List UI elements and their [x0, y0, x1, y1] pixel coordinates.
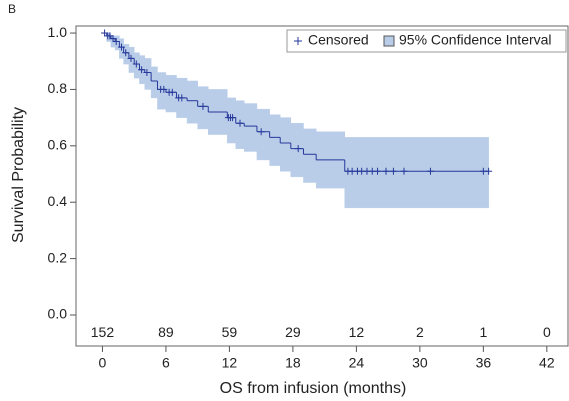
censor-mark	[168, 88, 176, 96]
at-risk-count: 0	[543, 324, 551, 340]
censor-mark	[229, 114, 237, 122]
censor-mark	[127, 54, 135, 62]
censor-mark	[117, 43, 125, 51]
censor-mark	[382, 167, 390, 175]
censor-mark	[132, 60, 140, 68]
x-axis-label: OS from infusion (months)	[220, 380, 407, 397]
legend-censor-symbol	[294, 37, 302, 45]
ci-band	[256, 108, 270, 161]
ci-band	[290, 123, 304, 178]
at-risk-count: 152	[91, 324, 115, 340]
at-risk-count: 12	[349, 324, 365, 340]
censor-mark	[160, 85, 168, 93]
x-tick-label: 18	[285, 355, 301, 371]
y-tick-label: 1.0	[48, 24, 68, 40]
censor-mark	[178, 94, 186, 102]
censor-mark	[294, 145, 302, 153]
censor-mark	[374, 167, 382, 175]
legend-label: 95% Confidence Interval	[399, 32, 552, 48]
y-tick-label: 0.8	[48, 80, 68, 96]
x-tick-label: 12	[222, 355, 238, 371]
x-tick-label: 24	[349, 355, 365, 371]
at-risk-count: 2	[416, 324, 424, 340]
censor-mark	[143, 69, 151, 77]
ci-band	[128, 46, 135, 73]
ci-band	[269, 114, 281, 166]
ci-band	[165, 75, 177, 113]
at-risk-count: 29	[285, 324, 301, 340]
censor-mark	[122, 49, 130, 57]
ci-band	[133, 52, 140, 79]
censor-mark	[236, 119, 244, 127]
x-tick-label: 42	[539, 355, 555, 371]
ci-band	[344, 137, 489, 209]
censor-mark	[389, 167, 397, 175]
legend-band-symbol	[383, 35, 395, 47]
ci-band	[243, 103, 258, 152]
censor-mark	[257, 128, 265, 136]
x-tick-label: 30	[412, 355, 428, 371]
censor-mark	[485, 167, 493, 175]
ci-band	[279, 117, 292, 172]
y-tick-label: 0.2	[48, 249, 68, 265]
ci-band	[186, 80, 198, 124]
censor-mark	[199, 102, 207, 110]
censor-mark	[138, 66, 146, 74]
ci-band	[144, 58, 152, 90]
y-tick-label: 0.6	[48, 137, 68, 153]
censor-mark	[426, 167, 434, 175]
ci-band	[303, 128, 317, 183]
at-risk-count: 1	[479, 324, 487, 340]
at-risk-count: 89	[158, 324, 174, 340]
y-tick-label: 0.0	[48, 306, 68, 322]
plot-frame	[75, 25, 569, 347]
at-risk-count: 59	[222, 324, 238, 340]
censor-mark	[112, 38, 120, 46]
x-tick-label: 0	[99, 355, 107, 371]
x-tick-label: 36	[476, 355, 492, 371]
ci-band	[157, 72, 167, 110]
y-axis-label: Survival Probability	[10, 107, 27, 243]
censor-mark	[400, 167, 408, 175]
panel-label: B	[8, 2, 16, 16]
legend-box	[286, 29, 567, 53]
y-tick-label: 0.4	[48, 193, 68, 209]
legend-label: Censored	[308, 32, 369, 48]
x-tick-label: 6	[162, 355, 170, 371]
ci-band	[150, 66, 158, 99]
